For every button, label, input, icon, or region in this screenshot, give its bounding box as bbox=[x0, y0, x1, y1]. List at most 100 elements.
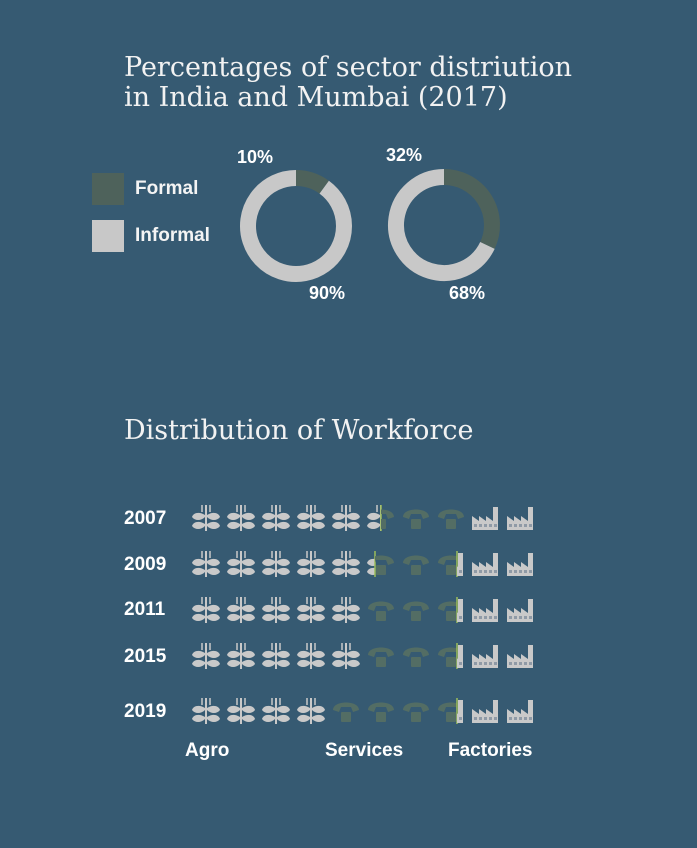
icon-cell-services-2009-8 bbox=[438, 555, 457, 575]
icon-cell-agro-2009-2 bbox=[227, 551, 255, 577]
icon-cell-factories-2011-8 bbox=[457, 599, 463, 622]
icon-cell-services-2019-5 bbox=[333, 702, 359, 722]
icon-factories-2009-8 bbox=[457, 553, 463, 576]
icon-services-2011-6 bbox=[368, 601, 394, 621]
icon-cell-agro-2011-2 bbox=[227, 597, 255, 623]
icon-cell-services-2007-8 bbox=[438, 509, 464, 529]
icon-cell-factories-2015-8 bbox=[457, 645, 463, 668]
icon-cell-agro-2011-5 bbox=[332, 597, 360, 623]
icon-cell-factories-2009-10 bbox=[507, 553, 533, 576]
icon-cell-services-2011-7 bbox=[403, 601, 429, 621]
icon-cell-agro-2011-4 bbox=[297, 597, 325, 623]
icon-cell-factories-2011-9 bbox=[472, 599, 498, 622]
donut-slice-formal bbox=[443, 169, 500, 249]
category-label-agro: Agro bbox=[185, 740, 230, 761]
icon-services-2007-6 bbox=[381, 509, 394, 529]
icon-cell-factories-2011-10 bbox=[507, 599, 533, 622]
icon-cell-factories-2015-9 bbox=[472, 645, 498, 668]
icon-agro-2009-4 bbox=[297, 551, 325, 577]
icon-agro-2009-5 bbox=[332, 551, 360, 577]
category-label-services: Services bbox=[325, 740, 404, 761]
icon-agro-2009-3 bbox=[262, 551, 290, 577]
year-label-2009: 2009 bbox=[124, 554, 167, 575]
workforce-chart-title: Distribution of Workforce bbox=[124, 415, 474, 446]
icon-cell-factories-2009-9 bbox=[472, 553, 498, 576]
icon-cell-agro-2015-3 bbox=[262, 643, 290, 669]
donut-mumbai-informal-label: 68% bbox=[449, 283, 486, 303]
icon-factories-2015-9 bbox=[472, 645, 498, 668]
icon-services-2019-6 bbox=[368, 702, 394, 722]
icon-factories-2011-9 bbox=[472, 599, 498, 622]
legend-label-formal: Formal bbox=[135, 178, 199, 199]
icon-agro-2019-4 bbox=[297, 698, 325, 724]
year-label-2019: 2019 bbox=[124, 701, 167, 722]
icon-cell-services-2011-8 bbox=[438, 601, 457, 621]
year-label-2007: 2007 bbox=[124, 508, 167, 529]
icon-agro-2015-3 bbox=[262, 643, 290, 669]
icon-services-2015-6 bbox=[368, 647, 394, 667]
icon-cell-agro-2011-3 bbox=[262, 597, 290, 623]
icon-services-2015-8 bbox=[438, 647, 457, 667]
legend-swatch-formal bbox=[92, 173, 124, 205]
icon-factories-2011-8 bbox=[457, 599, 463, 622]
icon-cell-services-2007-6 bbox=[381, 509, 394, 529]
icon-agro-2019-3 bbox=[262, 698, 290, 724]
icon-cell-agro-2019-3 bbox=[262, 698, 290, 724]
donut-india-formal-label: 10% bbox=[237, 147, 274, 167]
icon-factories-2007-9 bbox=[472, 507, 498, 530]
icon-factories-2009-9 bbox=[472, 553, 498, 576]
icon-services-2009-7 bbox=[403, 555, 429, 575]
icon-cell-agro-2015-5 bbox=[332, 643, 360, 669]
icon-cell-services-2009-6 bbox=[375, 555, 394, 575]
icon-cell-services-2007-7 bbox=[403, 509, 429, 529]
legend-label-informal: Informal bbox=[135, 225, 210, 246]
icon-cell-agro-2007-3 bbox=[262, 505, 290, 531]
icon-agro-2007-4 bbox=[297, 505, 325, 531]
icon-cell-factories-2015-10 bbox=[507, 645, 533, 668]
icon-agro-2015-5 bbox=[332, 643, 360, 669]
icon-cell-agro-2009-3 bbox=[262, 551, 290, 577]
icon-cell-agro-2019-1 bbox=[192, 698, 220, 724]
icon-agro-2011-1 bbox=[192, 597, 220, 623]
icon-cell-services-2015-6 bbox=[368, 647, 394, 667]
icon-agro-2019-1 bbox=[192, 698, 220, 724]
icon-cell-agro-2019-2 bbox=[227, 698, 255, 724]
icon-services-2015-7 bbox=[403, 647, 429, 667]
legend-item-formal: Formal bbox=[92, 173, 198, 205]
icon-services-2019-7 bbox=[403, 702, 429, 722]
icon-cell-factories-2007-9 bbox=[472, 507, 498, 530]
icon-cell-agro-2007-4 bbox=[297, 505, 325, 531]
icon-cell-agro-2009-4 bbox=[297, 551, 325, 577]
icon-agro-2007-5 bbox=[332, 505, 360, 531]
icon-cell-services-2015-7 bbox=[403, 647, 429, 667]
icon-cell-agro-2007-6 bbox=[367, 505, 381, 531]
icon-agro-2009-1 bbox=[192, 551, 220, 577]
icon-cell-factories-2009-8 bbox=[457, 553, 463, 576]
icon-agro-2011-3 bbox=[262, 597, 290, 623]
icon-cell-agro-2009-1 bbox=[192, 551, 220, 577]
legend-item-informal: Informal bbox=[92, 220, 210, 252]
legend-swatch-informal bbox=[92, 220, 124, 252]
year-label-2011: 2011 bbox=[124, 599, 166, 620]
category-label-factories: Factories bbox=[448, 740, 533, 761]
icon-factories-2019-10 bbox=[507, 700, 533, 723]
icon-factories-2019-8 bbox=[457, 700, 463, 723]
icon-cell-agro-2009-5 bbox=[332, 551, 360, 577]
icon-factories-2019-9 bbox=[472, 700, 498, 723]
icon-agro-2007-2 bbox=[227, 505, 255, 531]
icon-agro-2007-6 bbox=[367, 505, 381, 531]
icon-agro-2015-2 bbox=[227, 643, 255, 669]
icon-cell-factories-2019-9 bbox=[472, 700, 498, 723]
donut-slice-informal bbox=[388, 169, 495, 281]
icon-cell-factories-2019-10 bbox=[507, 700, 533, 723]
icon-services-2009-6 bbox=[375, 555, 394, 575]
year-label-2015: 2015 bbox=[124, 646, 167, 667]
icon-cell-agro-2007-1 bbox=[192, 505, 220, 531]
icon-cell-agro-2015-1 bbox=[192, 643, 220, 669]
icon-cell-services-2009-7 bbox=[403, 555, 429, 575]
icon-agro-2007-1 bbox=[192, 505, 220, 531]
icon-agro-2011-2 bbox=[227, 597, 255, 623]
donut-india-informal-label: 90% bbox=[309, 283, 346, 303]
icon-cell-services-2019-7 bbox=[403, 702, 429, 722]
icon-services-2011-8 bbox=[438, 601, 457, 621]
